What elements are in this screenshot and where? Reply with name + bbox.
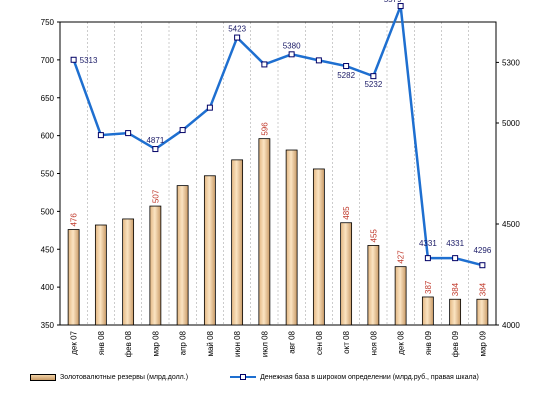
x-tick-label: дек 07	[70, 330, 79, 354]
line-marker	[397, 3, 404, 10]
y-left-tick-label: 650	[41, 94, 55, 103]
bar	[94, 224, 107, 326]
x-tick-label: мар 09	[478, 330, 487, 356]
line-marker	[206, 104, 213, 111]
line-marker	[288, 51, 295, 58]
line-data-label: 4331	[419, 239, 437, 248]
bar	[340, 222, 353, 326]
bar-data-label: 387	[424, 280, 433, 294]
y-left-tick-label: 700	[41, 56, 55, 65]
line-data-label: 5423	[228, 25, 246, 34]
x-tick-label: дек 08	[397, 330, 406, 354]
bar-data-label: 427	[397, 250, 406, 264]
bar	[285, 149, 298, 326]
line-marker	[125, 130, 132, 137]
y-right-tick-label: 4500	[502, 220, 520, 229]
x-tick-label: авг 08	[288, 330, 297, 353]
bar	[367, 245, 380, 326]
y-left-tick-label: 750	[41, 18, 55, 27]
bar	[258, 138, 271, 326]
y-left-tick-label: 550	[41, 170, 55, 179]
legend: Золотовалютные резервы (млрд.долл.) Дене…	[30, 370, 540, 384]
legend-item-reserves: Золотовалютные резервы (млрд.долл.)	[30, 373, 189, 381]
bar	[449, 298, 462, 326]
x-tick-label: фев 09	[451, 330, 460, 357]
line-marker	[261, 61, 268, 68]
legend-label-money-base: Денежная база в широком определении (млр…	[260, 373, 479, 381]
x-tick-label: июл 08	[260, 330, 269, 357]
bar	[67, 229, 80, 326]
y-left-tick-label: 400	[41, 283, 55, 292]
bar	[394, 266, 407, 326]
bar	[203, 175, 216, 326]
x-tick-label: май 08	[206, 330, 215, 356]
x-tick-label: фев 08	[124, 330, 133, 357]
line-data-label: 4871	[146, 136, 164, 145]
x-tick-label: окт 08	[342, 330, 351, 353]
bar-data-label: 476	[70, 213, 79, 227]
bar-data-label: 596	[260, 122, 269, 136]
y-right-tick-label: 5000	[502, 119, 520, 128]
x-tick-label: янв 08	[97, 330, 106, 355]
bar	[312, 168, 325, 326]
line-data-label: 5282	[337, 71, 355, 80]
line-marker	[152, 146, 159, 153]
x-tick-label: сен 08	[315, 330, 324, 355]
legend-line-swatch	[230, 373, 257, 381]
bar-data-label: 455	[369, 229, 378, 243]
bar	[476, 298, 489, 326]
bar	[176, 185, 189, 326]
line-marker	[370, 73, 377, 80]
y-left-tick-label: 500	[41, 207, 55, 216]
legend-bar-swatch	[30, 373, 56, 381]
line-data-label: 4296	[473, 246, 491, 255]
line-data-label: 5579	[384, 0, 402, 4]
x-tick-label: янв 09	[424, 330, 433, 355]
x-tick-label: мар 08	[151, 330, 160, 356]
line-data-label: 4331	[446, 239, 464, 248]
line-marker	[70, 56, 77, 63]
line-marker	[479, 262, 486, 269]
y-right-tick-label: 5300	[502, 58, 520, 67]
plot-area: 350 400 450 500 550 600 650 700 750 4000 4500 5000 5…	[41, 0, 521, 357]
line-marker	[97, 132, 104, 139]
bar	[149, 205, 162, 326]
x-tick-label: апр 08	[179, 330, 188, 355]
line-marker	[234, 34, 241, 41]
line-series-money-base	[72, 5, 483, 267]
bar	[421, 296, 434, 326]
legend-item-money-base: Денежная база в широком определении (млр…	[230, 373, 479, 381]
y-left-tick-label: 350	[41, 321, 55, 330]
line-data-label: 5380	[283, 41, 301, 50]
bar	[231, 159, 244, 326]
bar-data-label: 384	[478, 282, 487, 296]
bar-data-label: 384	[451, 282, 460, 296]
line-marker	[343, 63, 350, 70]
line-marker	[179, 127, 186, 134]
bar-data-label: 507	[151, 189, 160, 203]
line-data-label: 5232	[364, 80, 382, 89]
y-left-tick-label: 450	[41, 245, 55, 254]
bar	[122, 218, 135, 326]
x-tick-label: июн 08	[233, 330, 242, 357]
y-right-tick-label: 4000	[502, 321, 520, 330]
legend-label-reserves: Золотовалютные резервы (млрд.долл.)	[60, 373, 189, 381]
line-marker	[315, 57, 322, 64]
line-marker	[452, 255, 459, 262]
y-left-tick-label: 600	[41, 132, 55, 141]
bar-data-label: 485	[342, 206, 351, 220]
line-data-label: 5313	[80, 56, 98, 65]
x-tick-label: ноя 08	[369, 330, 378, 355]
line-marker	[424, 255, 431, 262]
